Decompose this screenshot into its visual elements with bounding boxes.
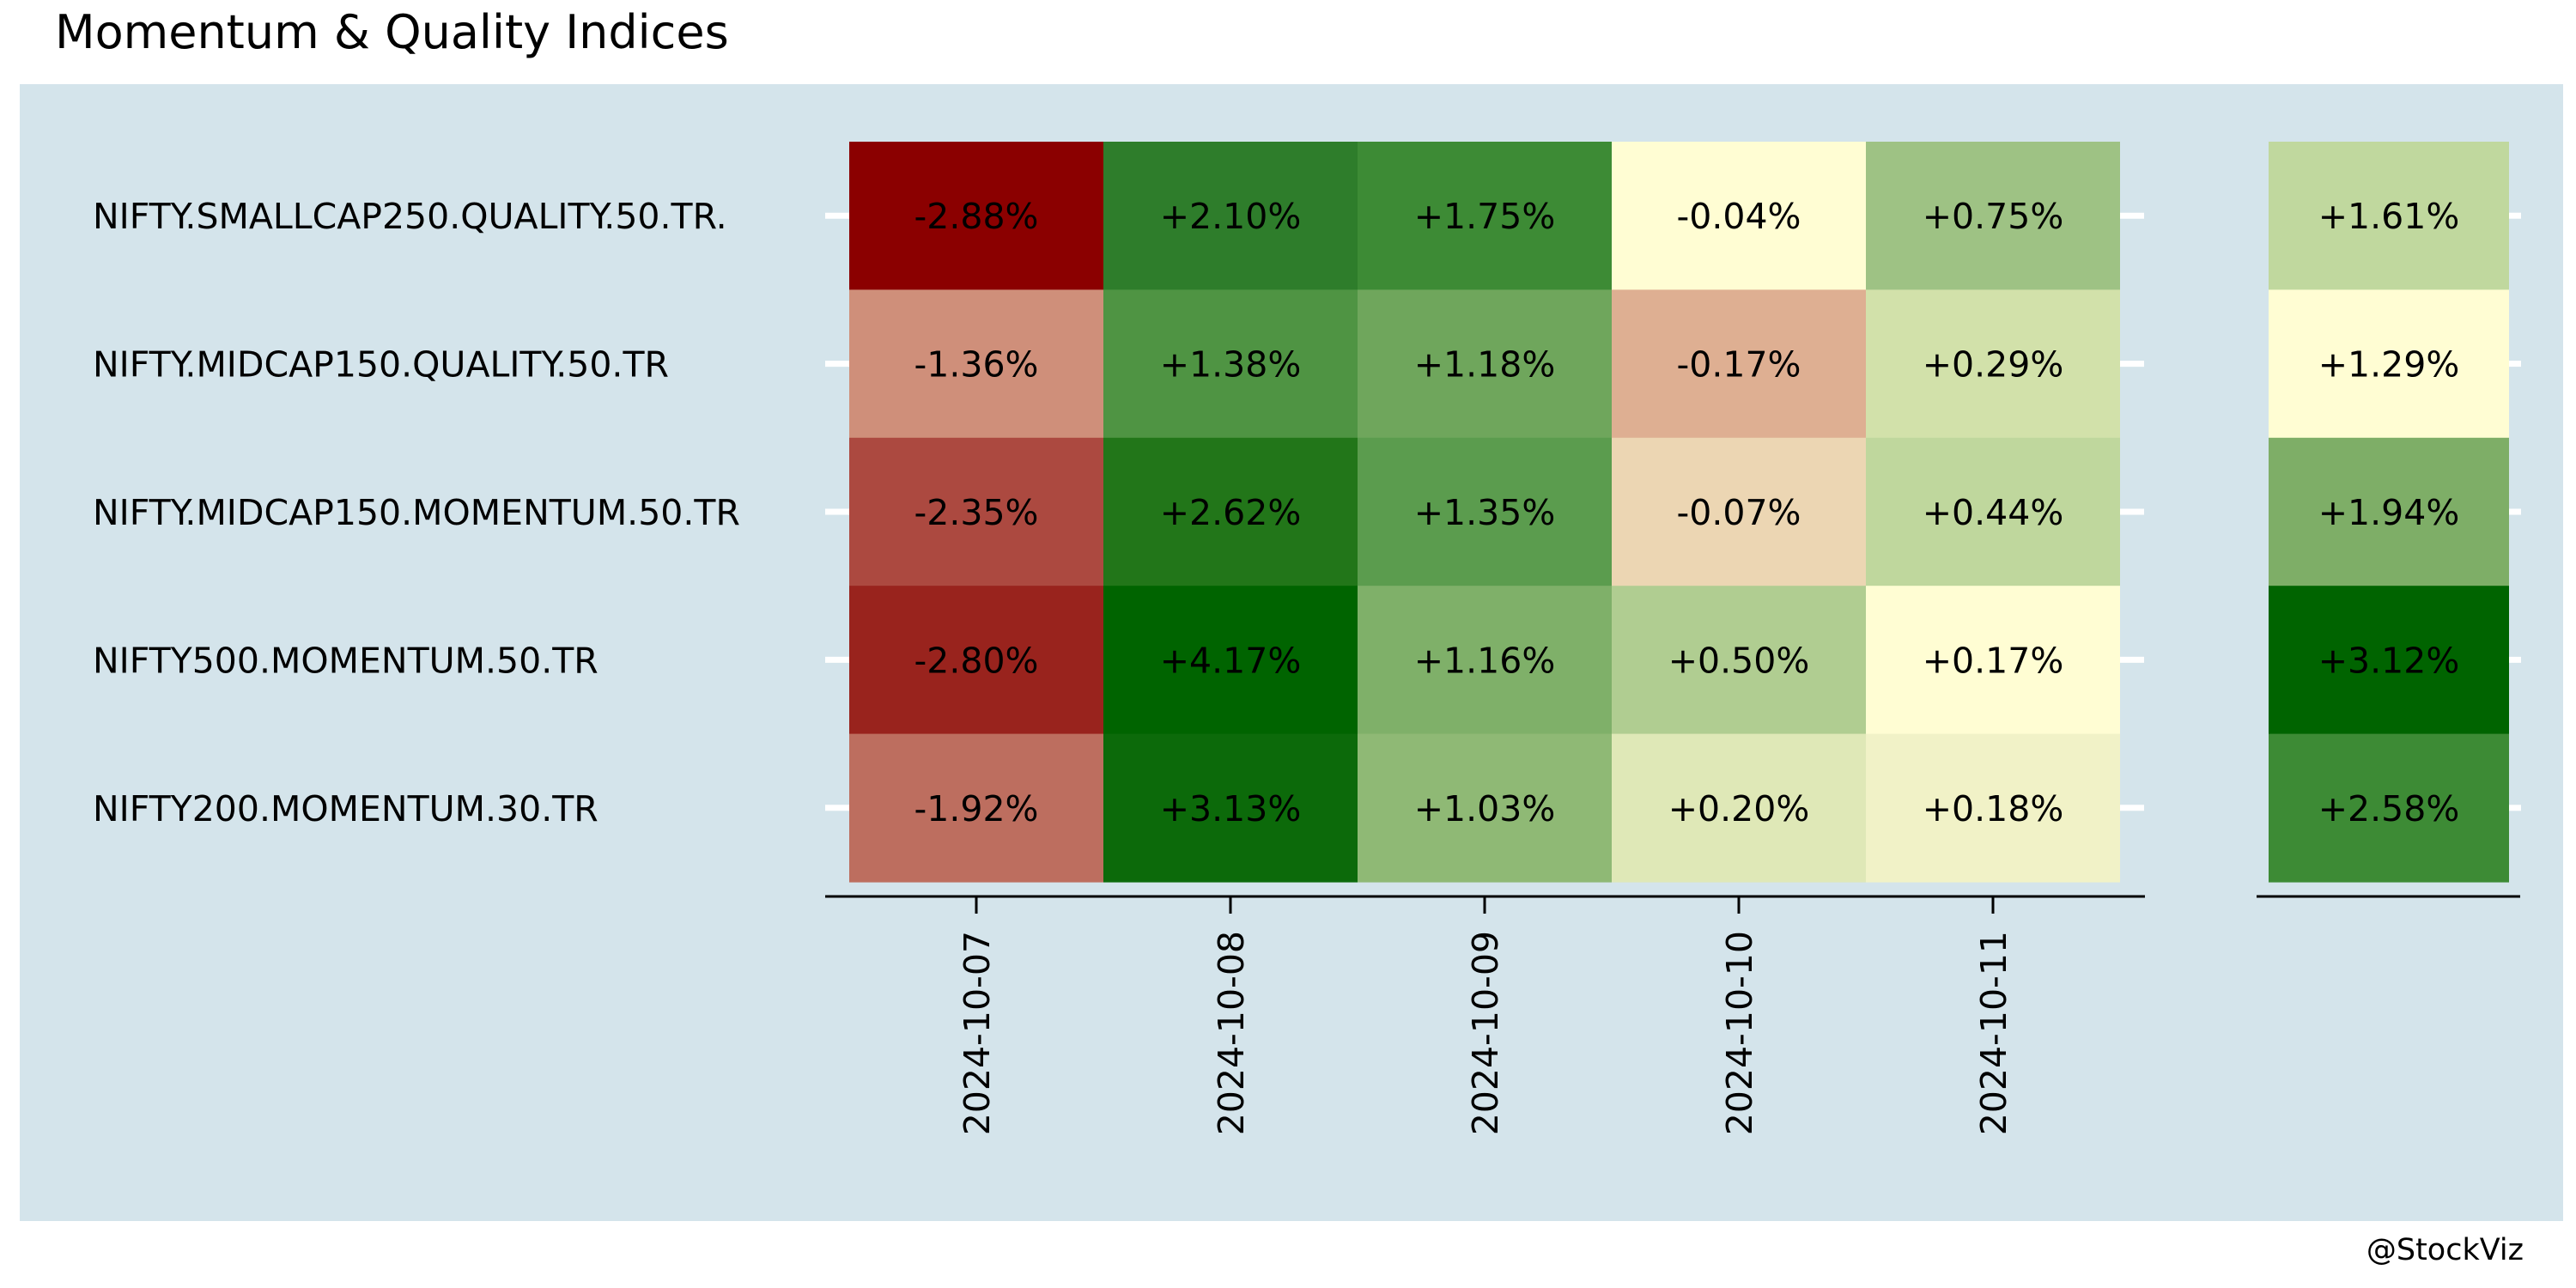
cell-value-label: -1.36% bbox=[914, 344, 1038, 386]
summary-cell bbox=[2269, 586, 2509, 735]
heatmap-cell bbox=[1358, 733, 1612, 883]
summary-value-label: +1.61% bbox=[2318, 196, 2460, 237]
cell-value-label: +0.17% bbox=[1923, 640, 2064, 681]
heatmap-cell bbox=[1358, 142, 1612, 290]
x-tick-label: 2024-10-08 bbox=[1211, 931, 1252, 1135]
heatmap-cell bbox=[849, 142, 1103, 290]
cell-value-label: +0.44% bbox=[1923, 492, 2064, 533]
heatmap-cell bbox=[1358, 437, 1612, 586]
cell-value-label: +4.17% bbox=[1160, 640, 1302, 681]
heatmap-cell bbox=[1612, 586, 1866, 735]
summary-value-label: +3.12% bbox=[2318, 640, 2460, 681]
row-label: NIFTY.MIDCAP150.QUALITY.50.TR bbox=[93, 344, 669, 386]
heatmap-cell bbox=[1866, 437, 2120, 586]
cell-value-label: -2.88% bbox=[914, 196, 1038, 237]
cell-value-label: -0.04% bbox=[1676, 196, 1801, 237]
cell-value-label: +0.18% bbox=[1923, 788, 2064, 829]
cell-value-label: +0.20% bbox=[1668, 788, 1810, 829]
heatmap-cell bbox=[1612, 437, 1866, 586]
cell-value-label: +1.18% bbox=[1414, 344, 1556, 386]
row-label: NIFTY500.MOMENTUM.50.TR bbox=[93, 640, 598, 681]
summary-cell bbox=[2269, 437, 2509, 586]
heatmap-cell bbox=[1866, 586, 2120, 735]
summary-cell bbox=[2269, 733, 2509, 883]
cell-value-label: +1.38% bbox=[1160, 344, 1302, 386]
summary-cell bbox=[2269, 289, 2509, 439]
cell-value-label: -2.80% bbox=[914, 640, 1038, 681]
cell-value-label: +0.75% bbox=[1923, 196, 2064, 237]
heatmap-cell bbox=[1103, 437, 1358, 586]
summary-value-label: +1.29% bbox=[2318, 344, 2460, 386]
x-tick-label: 2024-10-11 bbox=[1973, 931, 2014, 1135]
row-label: NIFTY.SMALLCAP250.QUALITY.50.TR. bbox=[93, 196, 727, 237]
cell-value-label: +0.50% bbox=[1668, 640, 1810, 681]
cell-value-label: -0.17% bbox=[1676, 344, 1801, 386]
heatmap-cell bbox=[1612, 289, 1866, 439]
x-tick-label: 2024-10-07 bbox=[957, 931, 998, 1135]
heatmap-cell bbox=[1866, 289, 2120, 439]
heatmap-cell bbox=[1358, 586, 1612, 735]
chart-panel: -2.88% +2.10% +1.75% -0.04% +0.75% -1.36% +1.3… bbox=[20, 84, 2563, 1221]
x-tick-label: 2024-10-10 bbox=[1719, 931, 1760, 1135]
cell-value-label: +2.10% bbox=[1160, 196, 1302, 237]
heatmap-cell bbox=[1103, 289, 1358, 439]
heatmap-cell bbox=[1358, 289, 1612, 439]
cell-value-label: +1.35% bbox=[1414, 492, 1556, 533]
cell-value-label: +2.62% bbox=[1160, 492, 1302, 533]
summary-value-label: +2.58% bbox=[2318, 788, 2460, 829]
heatmap-cell bbox=[1866, 733, 2120, 883]
heatmap-cell bbox=[1103, 586, 1358, 735]
cell-value-label: +1.16% bbox=[1414, 640, 1556, 681]
heatmap-cell bbox=[1612, 142, 1866, 290]
heatmap-cell bbox=[849, 733, 1103, 883]
heatmap-cell bbox=[849, 289, 1103, 439]
heatmap-cell bbox=[1612, 733, 1866, 883]
row-label: NIFTY.MIDCAP150.MOMENTUM.50.TR bbox=[93, 492, 740, 533]
cell-value-label: -1.92% bbox=[914, 788, 1038, 829]
credit-label: @StockViz bbox=[2366, 1233, 2524, 1267]
heatmap-cell bbox=[849, 586, 1103, 735]
heatmap-cell bbox=[849, 437, 1103, 586]
heatmap-svg: -2.88% +2.10% +1.75% -0.04% +0.75% -1.36% +1.3… bbox=[20, 84, 2563, 1221]
cell-value-label: +1.03% bbox=[1414, 788, 1556, 829]
cell-value-label: +3.13% bbox=[1160, 788, 1302, 829]
cell-value-label: -2.35% bbox=[914, 492, 1038, 533]
heatmap-cell bbox=[1103, 733, 1358, 883]
row-label: NIFTY200.MOMENTUM.30.TR bbox=[93, 788, 598, 829]
summary-cell bbox=[2269, 142, 2509, 290]
cell-value-label: -0.07% bbox=[1676, 492, 1801, 533]
x-tick-label: 2024-10-09 bbox=[1465, 931, 1506, 1135]
heatmap-cell bbox=[1103, 142, 1358, 290]
heatmap-cell bbox=[1866, 142, 2120, 290]
summary-value-label: +1.94% bbox=[2318, 492, 2460, 533]
cell-value-label: +0.29% bbox=[1923, 344, 2064, 386]
chart-title: Momentum & Quality Indices bbox=[55, 5, 729, 59]
cell-value-label: +1.75% bbox=[1414, 196, 1556, 237]
